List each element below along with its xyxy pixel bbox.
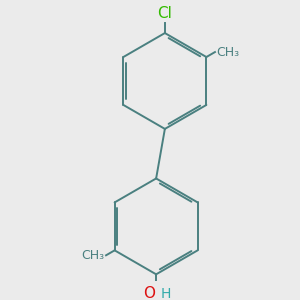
Text: H: H: [160, 287, 171, 300]
Text: Cl: Cl: [158, 7, 172, 22]
Text: CH₃: CH₃: [217, 46, 240, 59]
Text: O: O: [143, 286, 155, 300]
Text: CH₃: CH₃: [81, 249, 104, 262]
